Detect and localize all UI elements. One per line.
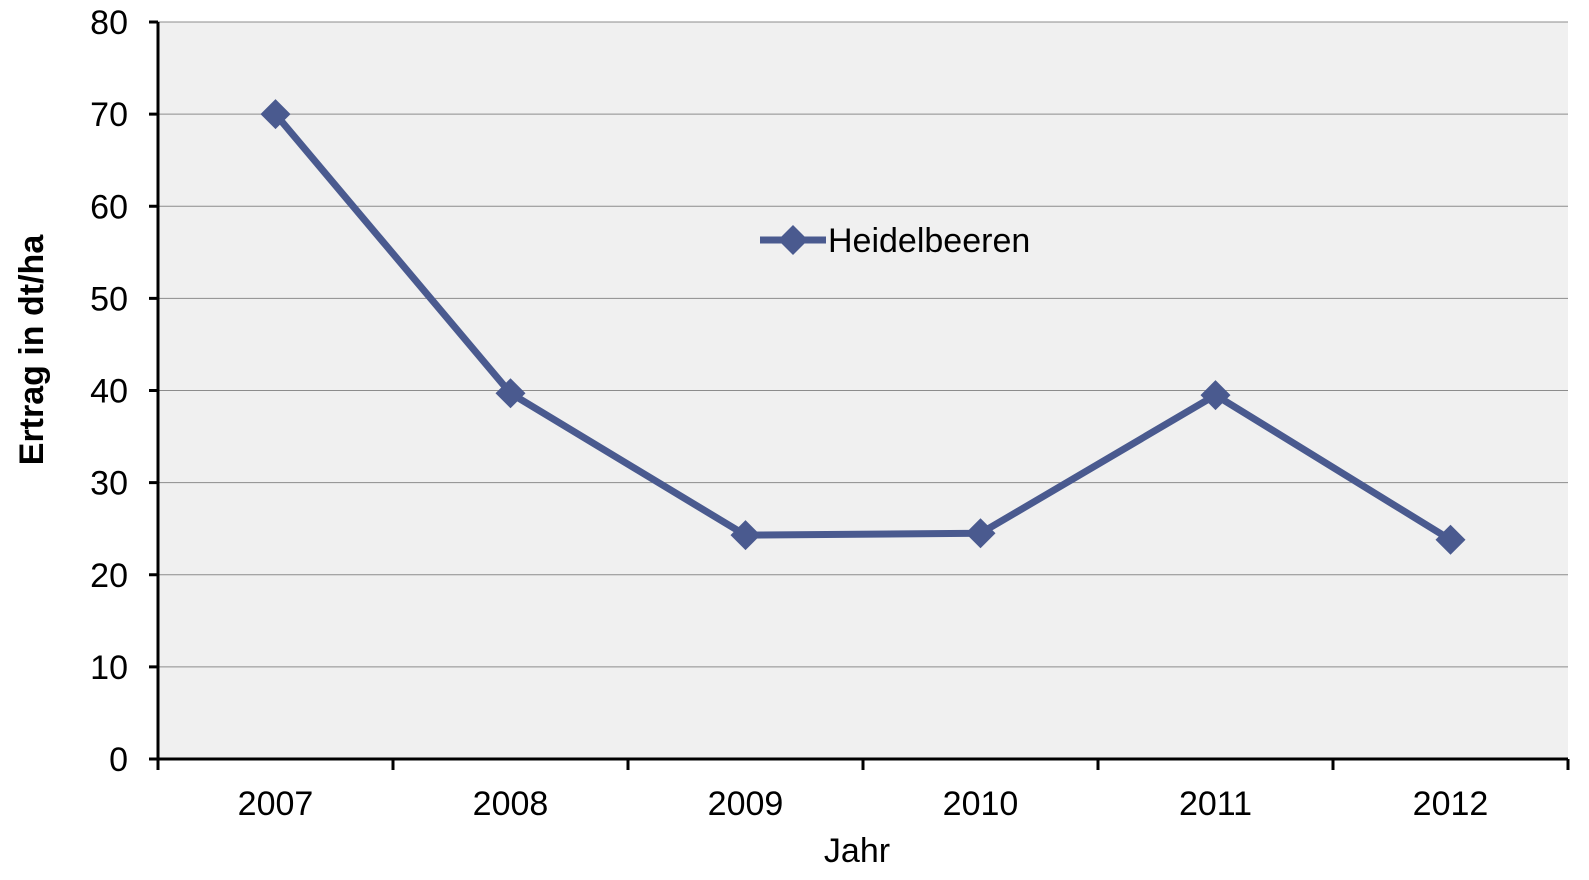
y-axis-ticks: 0 10 20 30 40 50 60 70 80	[90, 4, 158, 779]
y-axis-title: Ertrag in dt/ha	[13, 234, 51, 466]
y-tick-label-70: 70	[90, 96, 128, 134]
x-tick-label-2012: 2012	[1413, 785, 1489, 823]
legend-diamond-marker	[778, 225, 808, 255]
legend-label: Heidelbeeren	[828, 222, 1030, 260]
data-point-2011	[1200, 380, 1231, 411]
series-line-0	[272, 111, 1453, 543]
y-tick-label-0: 0	[109, 741, 128, 779]
x-tick-label-2011: 2011	[1179, 785, 1252, 823]
x-tick-label-2010: 2010	[943, 785, 1019, 823]
x-tick-label-2007: 2007	[238, 785, 314, 823]
data-point-2008	[495, 378, 526, 409]
data-point-2007	[260, 99, 291, 130]
series-group	[260, 99, 1466, 555]
y-tick-label-80: 80	[90, 4, 128, 42]
x-tick-label-2009: 2009	[708, 785, 784, 823]
x-axis-ticks: 2007 2008 2009 2010 2011 2012	[156, 759, 1570, 823]
x-axis-title: Jahr	[824, 832, 890, 870]
y-tick-label-60: 60	[90, 188, 128, 226]
legend: Heidelbeeren	[760, 222, 1030, 260]
y-tick-label-20: 20	[90, 557, 128, 595]
data-point-2010	[965, 518, 996, 549]
y-tick-label-30: 30	[90, 465, 128, 503]
x-tick-label-2008: 2008	[473, 785, 549, 823]
data-point-2012	[1435, 524, 1466, 555]
y-tick-label-40: 40	[90, 373, 128, 411]
y-tick-label-50: 50	[90, 280, 128, 318]
data-point-2009	[730, 520, 761, 551]
y-tick-label-10: 10	[90, 649, 128, 687]
gridlines	[158, 21, 1568, 668]
